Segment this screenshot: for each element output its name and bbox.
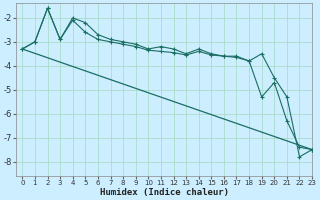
X-axis label: Humidex (Indice chaleur): Humidex (Indice chaleur) <box>100 188 228 197</box>
